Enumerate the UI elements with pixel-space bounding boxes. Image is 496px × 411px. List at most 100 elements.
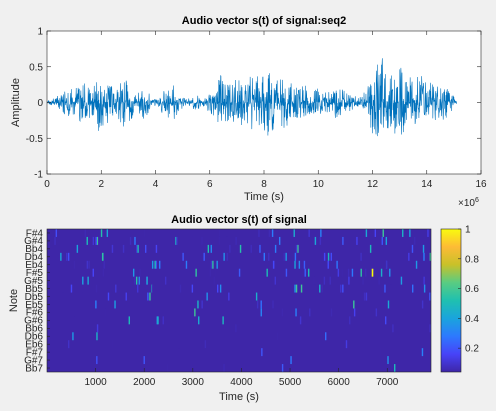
heatmap-cell bbox=[314, 276, 316, 285]
heatmap-cell bbox=[333, 252, 336, 261]
heatmap-cell bbox=[402, 244, 404, 253]
heatmap-cell bbox=[319, 236, 322, 245]
heatmap-cell bbox=[203, 252, 205, 261]
heatmap-cell bbox=[281, 308, 284, 317]
heatmap-cell bbox=[93, 308, 95, 317]
heatmap-cell bbox=[202, 244, 204, 253]
waveform-x-tick-label: 2 bbox=[98, 179, 104, 190]
heatmap-plot-area bbox=[47, 229, 431, 372]
waveform-y-tick-label: 0 bbox=[37, 98, 43, 109]
heatmap-cell bbox=[107, 292, 110, 301]
heatmap-cell bbox=[421, 348, 424, 357]
waveform-x-tick-label: 6 bbox=[207, 179, 213, 190]
heatmap-cell bbox=[376, 268, 378, 277]
heatmap-cell bbox=[191, 229, 193, 237]
heatmap-cell bbox=[295, 244, 298, 253]
heatmap-cell bbox=[342, 236, 344, 245]
heatmap-x-tick-label: 6000 bbox=[328, 377, 351, 388]
heatmap-cell bbox=[111, 244, 114, 253]
heatmap-cell bbox=[86, 236, 88, 245]
heatmap-cell bbox=[216, 260, 218, 269]
heatmap-cell bbox=[191, 284, 194, 293]
heatmap-cell bbox=[96, 356, 98, 365]
heatmap-cell bbox=[274, 276, 276, 285]
heatmap-cell bbox=[379, 348, 382, 357]
heatmap-cell bbox=[223, 364, 225, 372]
heatmap-cell bbox=[276, 229, 278, 237]
heatmap-cell bbox=[149, 292, 151, 301]
heatmap-cell bbox=[427, 229, 429, 237]
heatmap-cell bbox=[369, 244, 372, 253]
heatmap-cell bbox=[285, 252, 287, 261]
heatmap-cell bbox=[54, 236, 56, 245]
heatmap-cell bbox=[194, 308, 196, 317]
heatmap-cell bbox=[295, 308, 297, 317]
heatmap-cell bbox=[261, 348, 263, 357]
heatmap-note-label: Eb5 bbox=[25, 300, 43, 311]
heatmap-cell bbox=[293, 229, 295, 237]
heatmap-note-label: Db4 bbox=[25, 252, 44, 263]
heatmap-cell bbox=[134, 236, 136, 245]
heatmap-cell bbox=[197, 300, 199, 309]
heatmap-cell bbox=[285, 268, 288, 277]
heatmap-cell bbox=[209, 268, 212, 277]
heatmap-cell bbox=[330, 308, 333, 317]
heatmap-cell bbox=[55, 229, 58, 237]
heatmap-cell bbox=[385, 260, 387, 269]
heatmap-cell bbox=[429, 252, 432, 261]
heatmap-note-label: G#4 bbox=[24, 236, 43, 247]
heatmap-cells bbox=[54, 229, 432, 372]
heatmap-cell bbox=[106, 229, 109, 237]
waveform-y-label: Amplitude bbox=[10, 78, 22, 127]
heatmap-cell bbox=[268, 229, 271, 237]
heatmap-note-label: Db6 bbox=[25, 332, 44, 343]
heatmap-note-label: G#6 bbox=[24, 316, 43, 327]
heatmap-cell bbox=[348, 276, 350, 285]
heatmap-cell bbox=[155, 244, 158, 253]
heatmap-cell bbox=[260, 300, 262, 309]
heatmap-x-tick-label: 1000 bbox=[84, 377, 107, 388]
heatmap-cell bbox=[385, 316, 387, 325]
heatmap-cell bbox=[84, 229, 86, 237]
heatmap-cell bbox=[295, 284, 298, 293]
heatmap-cell bbox=[235, 324, 237, 333]
heatmap-cell bbox=[345, 340, 348, 349]
heatmap-cell bbox=[178, 348, 180, 357]
heatmap-cell bbox=[210, 260, 213, 269]
heatmap-cell bbox=[342, 284, 344, 293]
heatmap-cell bbox=[67, 252, 70, 261]
heatmap-note-label: G#7 bbox=[24, 355, 43, 366]
heatmap-cell bbox=[226, 252, 229, 261]
heatmap-cell bbox=[239, 244, 242, 253]
heatmap-cell bbox=[214, 268, 217, 277]
heatmap-cell bbox=[384, 284, 386, 293]
heatmap-note-label: F#5 bbox=[26, 268, 44, 279]
heatmap-cell bbox=[321, 284, 324, 293]
heatmap-cell bbox=[360, 268, 362, 277]
heatmap-cell bbox=[400, 276, 403, 285]
heatmap-cell bbox=[337, 268, 340, 277]
heatmap-cell bbox=[195, 268, 197, 277]
waveform-x-tick-label: 8 bbox=[261, 179, 267, 190]
heatmap-note-label: Bb5 bbox=[25, 284, 43, 295]
heatmap-cell bbox=[137, 244, 139, 253]
heatmap-cell bbox=[420, 252, 422, 261]
heatmap-cell bbox=[82, 276, 84, 285]
heatmap-cell bbox=[387, 356, 389, 365]
waveform-y-tick-label: 0.5 bbox=[29, 62, 43, 73]
heatmap-cell bbox=[411, 244, 414, 253]
waveform-x-tick-label: 10 bbox=[313, 179, 325, 190]
heatmap-cell bbox=[238, 268, 241, 277]
heatmap-cell bbox=[290, 356, 292, 365]
heatmap-cell bbox=[226, 229, 228, 237]
heatmap-cell bbox=[429, 324, 431, 333]
heatmap-cell bbox=[297, 244, 299, 253]
heatmap-cell bbox=[219, 284, 222, 293]
heatmap-cell bbox=[263, 252, 265, 261]
heatmap-note-label: Bb7 bbox=[25, 363, 43, 374]
heatmap-cell bbox=[266, 268, 268, 277]
heatmap-cell bbox=[182, 252, 184, 261]
heatmap-cell bbox=[385, 236, 388, 245]
heatmap-cell bbox=[122, 244, 125, 253]
heatmap-cell bbox=[365, 292, 368, 301]
